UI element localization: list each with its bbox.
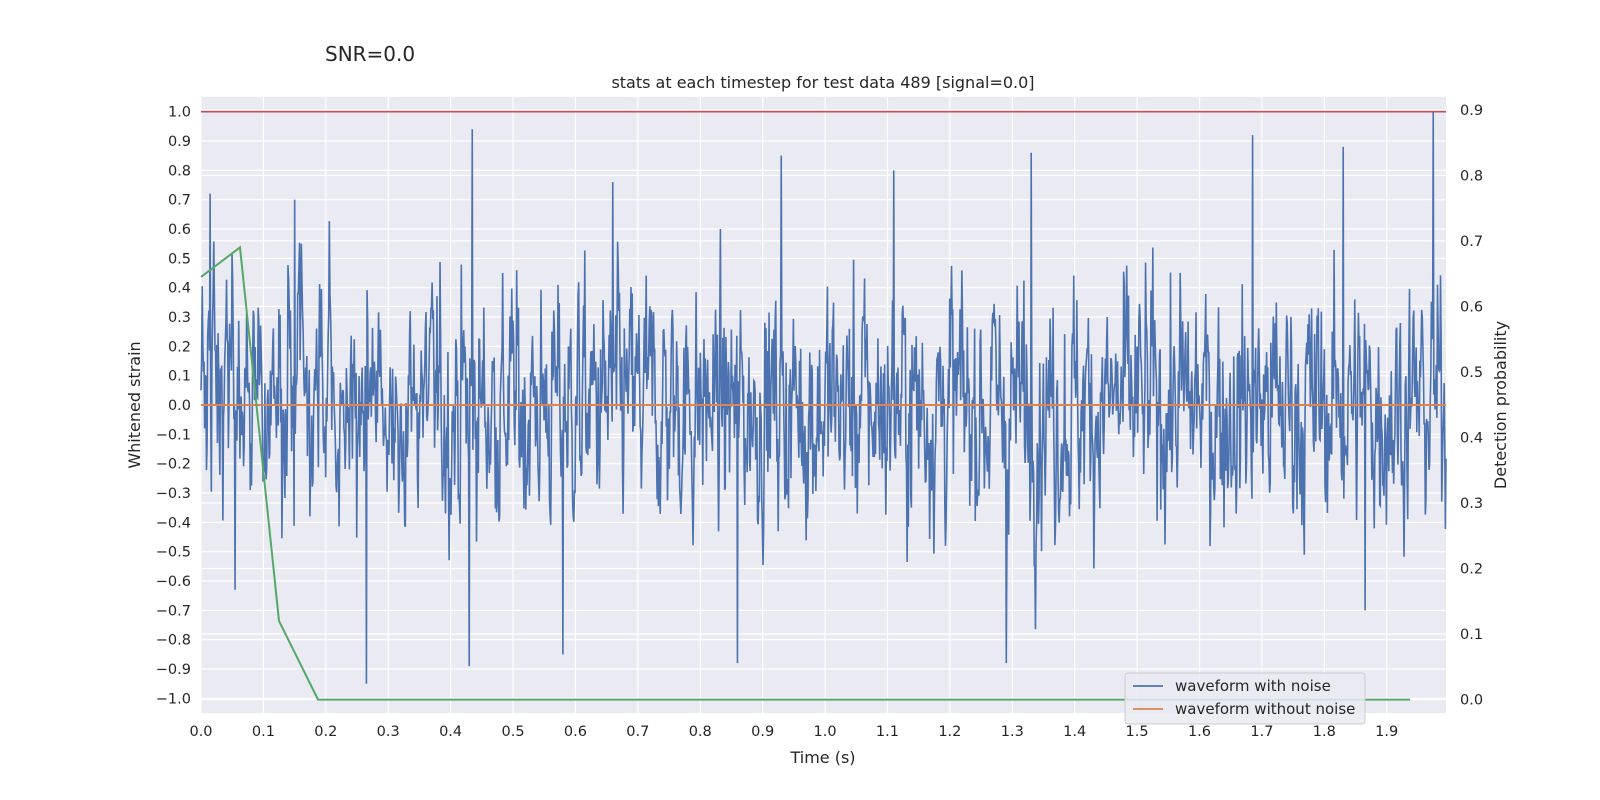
y-tick-label: 0.2 — [168, 339, 191, 355]
x-tick-label: 1.0 — [814, 724, 837, 740]
x-tick-label: 1.9 — [1375, 724, 1398, 740]
y-tick-label: 0.9 — [168, 134, 191, 150]
y-tick-label: −0.8 — [156, 633, 191, 649]
x-tick-label: 1.8 — [1313, 724, 1336, 740]
y2-axis-label: Detection probability — [1491, 321, 1510, 489]
y2-tick-label: 0.8 — [1460, 168, 1483, 184]
x-tick-labels: 0.0 0.1 0.2 0.3 0.4 0.5 0.6 0.7 0.8 0.9 1.0 1.1 1.2 1… — [189, 724, 1398, 740]
y-tick-label: −1.0 — [156, 691, 191, 707]
y-tick-label: −0.2 — [156, 457, 191, 473]
y-tick-labels: 1.0 0.9 0.8 0.7 0.6 0.5 0.4 0.3 0.2 0.1 0.0 −0.1 −0.… — [156, 105, 191, 708]
y-tick-label: 0.6 — [168, 222, 191, 238]
x-tick-label: 1.6 — [1188, 724, 1211, 740]
y2-tick-label: 0.3 — [1460, 496, 1483, 512]
y-tick-label: 1.0 — [168, 105, 191, 121]
x-tick-label: 1.3 — [1001, 724, 1024, 740]
x-tick-label: 0.4 — [439, 724, 462, 740]
y-tick-label: 0.1 — [168, 369, 191, 385]
x-tick-label: 0.7 — [626, 724, 649, 740]
y-tick-label: −0.3 — [156, 486, 191, 502]
x-tick-label: 0.5 — [501, 724, 524, 740]
y2-tick-label: 0.0 — [1460, 693, 1483, 709]
y-tick-label: 0.0 — [168, 398, 191, 414]
y2-tick-label: 0.4 — [1460, 430, 1483, 446]
legend-label-noise: waveform with noise — [1175, 677, 1331, 695]
y-tick-label: −0.5 — [156, 545, 191, 561]
chart-title: stats at each timestep for test data 489… — [611, 73, 1034, 92]
y-tick-label: −0.1 — [156, 427, 191, 443]
x-tick-label: 0.8 — [689, 724, 712, 740]
snr-label: SNR=0.0 — [325, 42, 416, 66]
y-tick-label: 0.5 — [168, 251, 191, 267]
legend-label-clean: waveform without noise — [1175, 700, 1355, 718]
y-axis-label: Whitened strain — [125, 341, 144, 468]
y-tick-label: 0.7 — [168, 193, 191, 209]
x-tick-label: 1.2 — [938, 724, 961, 740]
x-tick-label: 0.0 — [189, 724, 212, 740]
y2-tick-label: 0.2 — [1460, 562, 1483, 578]
x-tick-label: 1.4 — [1063, 724, 1086, 740]
y-tick-label: −0.9 — [156, 662, 191, 678]
y2-tick-labels: 0.9 0.8 0.7 0.6 0.5 0.4 0.3 0.2 0.1 0.0 — [1460, 103, 1483, 709]
y-tick-label: −0.7 — [156, 603, 191, 619]
x-tick-label: 1.1 — [876, 724, 899, 740]
x-tick-label: 0.9 — [751, 724, 774, 740]
y2-tick-label: 0.5 — [1460, 365, 1483, 381]
series-waveform-with-noise — [200, 111, 1447, 684]
x-tick-label: 0.1 — [252, 724, 275, 740]
x-tick-label: 0.2 — [314, 724, 337, 740]
y-tick-label: −0.6 — [156, 574, 191, 590]
series-detection-probability — [200, 245, 1411, 701]
y-tick-label: 0.8 — [168, 163, 191, 179]
y2-tick-label: 0.7 — [1460, 234, 1483, 250]
x-tick-label: 1.7 — [1250, 724, 1273, 740]
x-tick-label: 0.6 — [564, 724, 587, 740]
y2-tick-label: 0.6 — [1460, 299, 1483, 315]
x-axis-label: Time (s) — [789, 748, 855, 767]
x-tick-label: 0.3 — [377, 724, 400, 740]
y-tick-label: −0.4 — [156, 515, 191, 531]
y-tick-label: 0.4 — [168, 281, 191, 297]
y2-tick-label: 0.1 — [1460, 627, 1483, 643]
legend: waveform with noise waveform without noi… — [1124, 672, 1366, 725]
y2-tick-label: 0.9 — [1460, 103, 1483, 119]
y-tick-label: 0.3 — [168, 310, 191, 326]
x-tick-label: 1.5 — [1126, 724, 1149, 740]
legend-box — [1124, 672, 1366, 725]
